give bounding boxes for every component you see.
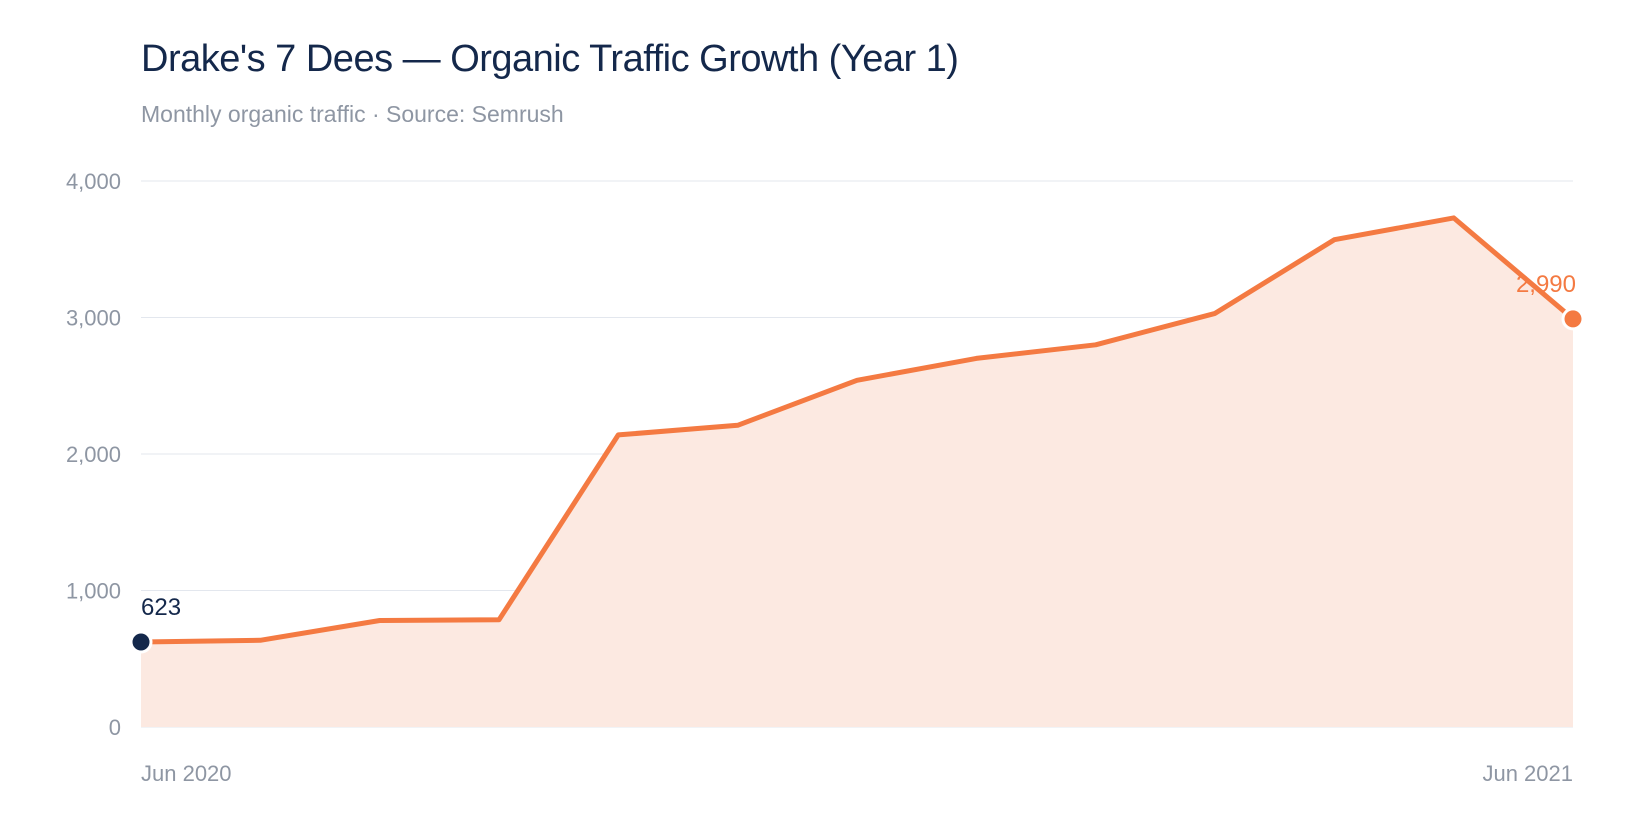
data-point (1212, 310, 1218, 316)
data-point (377, 618, 383, 624)
y-tick-label: 0 (109, 715, 121, 740)
y-tick-label: 1,000 (66, 579, 121, 604)
traffic-area (141, 217, 1573, 727)
y-tick-label: 4,000 (66, 169, 121, 194)
data-point (1331, 237, 1337, 243)
end-point-marker (1561, 307, 1585, 331)
marker-layer: 623 2,990 (129, 215, 1585, 654)
traffic-line (138, 215, 1576, 645)
y-tick-label: 3,000 (66, 306, 121, 331)
data-point (1451, 215, 1457, 221)
y-tick-label: 2,000 (66, 442, 121, 467)
data-point (735, 422, 741, 428)
data-point (1093, 342, 1099, 348)
data-point (854, 377, 860, 383)
start-value-label: 623 (141, 594, 181, 621)
x-tick-label: Jun 2021 (1482, 761, 1573, 786)
end-value-label: 2,990 (1516, 271, 1576, 298)
data-point (257, 637, 263, 643)
y-axis-ticks: 0 1,000 2,000 3,000 4,000 (66, 169, 121, 740)
line-layer (138, 215, 1576, 645)
x-axis-ticks: Jun 2020 Jun 2021 (141, 761, 1573, 786)
x-tick-label: Jun 2020 (141, 761, 232, 786)
area-layer (141, 217, 1573, 727)
chart-subtitle: Monthly organic traffic · Source: Semrus… (141, 101, 564, 127)
start-point-marker (129, 630, 153, 654)
data-point (615, 432, 621, 438)
chart-title: Drake's 7 Dees — Organic Traffic Growth … (141, 38, 959, 80)
data-point (973, 355, 979, 361)
data-point (496, 617, 502, 623)
